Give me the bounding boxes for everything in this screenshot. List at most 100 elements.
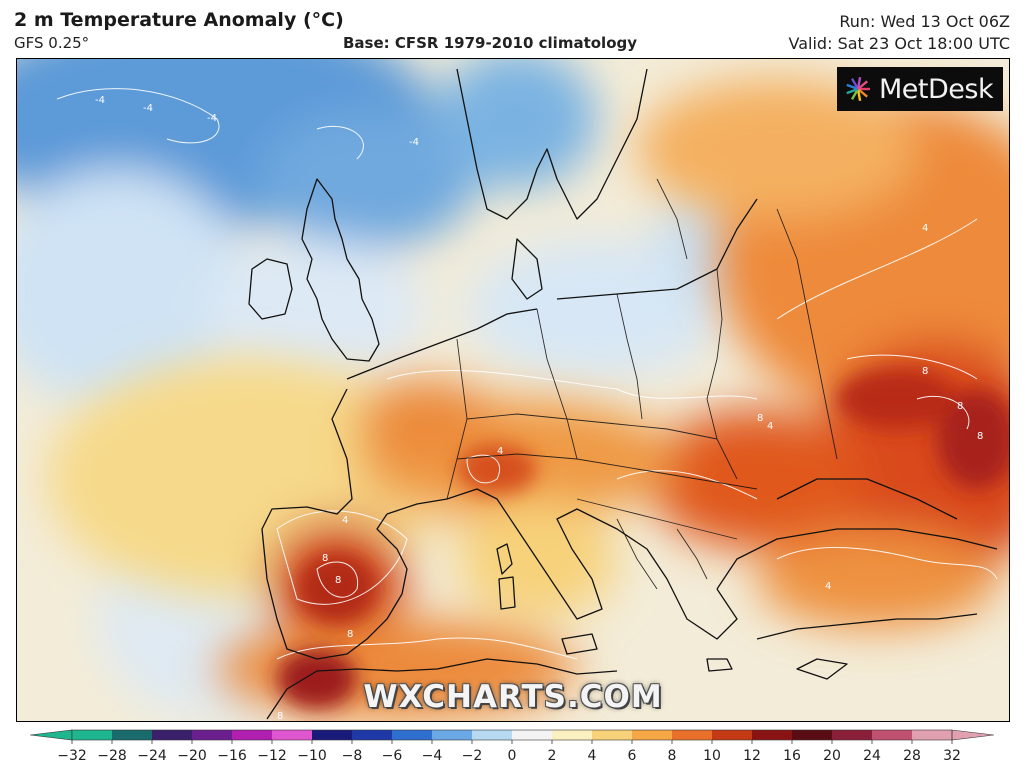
colorbar-segment <box>432 730 473 740</box>
colorbar-tick-label: 20 <box>823 748 841 764</box>
anomaly-contours <box>56 88 998 660</box>
crete-coast <box>706 658 733 672</box>
colorbar-tick-label: 4 <box>588 748 597 764</box>
contour-label-8-g: 8 <box>347 629 353 640</box>
contour-label-4-b: 4 <box>922 223 928 234</box>
colorbar-tick-label: 32 <box>943 748 961 764</box>
colorbar-arrow-right <box>951 729 994 741</box>
contour-label-8-h: 8 <box>277 711 283 721</box>
colorbar-tick-label: 8 <box>668 748 677 764</box>
metdesk-logo-mark <box>846 76 870 102</box>
colorbar-segment <box>552 730 593 740</box>
chart-title: 2 m Temperature Anomaly (°C) <box>14 9 344 31</box>
base-climatology-label: Base: CFSR 1979-2010 climatology <box>343 34 638 52</box>
map-canvas: -4 -4 -4 -4 4 8 8 4 8 8 8 8 4 4 4 8 8 <box>17 59 1009 721</box>
sardinia-coast <box>498 576 516 610</box>
colorbar-tick-label: −28 <box>97 748 127 764</box>
colorbar-tick-label: −10 <box>297 748 327 764</box>
colorbar-segment <box>312 730 353 740</box>
colorbar: −32 −28 −24 −20 −16 −12 −10 −8 −6 −4 −2 0 2 4 6 8 10 12 16… <box>30 729 994 764</box>
colorbar-segment <box>872 730 913 740</box>
colorbar-segment <box>672 730 713 740</box>
north-sea-coast <box>346 308 538 380</box>
metdesk-logo: MetDesk <box>837 67 1003 111</box>
contour-labels: -4 -4 -4 -4 4 8 8 4 8 8 8 8 4 4 4 8 8 <box>95 95 983 721</box>
scandinavia-coast <box>456 68 648 220</box>
sicily-coast <box>561 633 598 655</box>
denmark-coast <box>511 238 543 300</box>
colorbar-segments <box>30 729 994 741</box>
colorbar-tick-label: −4 <box>422 748 443 764</box>
contour-label-8-a: 8 <box>322 553 328 564</box>
contour-label-neg4-a: -4 <box>95 95 105 106</box>
contour-label-8-e: 8 <box>977 431 983 442</box>
colorbar-segment <box>72 730 113 740</box>
hot-core-zone <box>277 369 1009 709</box>
colorbar-segment <box>192 730 233 740</box>
great-britain-coast <box>301 178 380 362</box>
contour-label-neg4-b: -4 <box>143 103 153 114</box>
north-africa-coast <box>266 658 618 720</box>
valid-time-label: Valid: Sat 23 Oct 18:00 UTC <box>788 34 1010 53</box>
colorbar-tick-label: 10 <box>703 748 721 764</box>
colorbar-segment <box>632 730 673 740</box>
colorbar-tick-label: −16 <box>217 748 247 764</box>
contour-label-neg4-d: -4 <box>409 137 419 148</box>
colorbar-segment <box>912 730 953 740</box>
colorbar-tick-label: −2 <box>462 748 483 764</box>
colorbar-segment <box>232 730 273 740</box>
model-label: GFS 0.25° <box>14 34 90 52</box>
anomaly-map: -4 -4 -4 -4 4 8 8 4 8 8 8 8 4 4 4 8 8 <box>16 58 1010 722</box>
colorbar-segment <box>352 730 393 740</box>
italy-balkans-coast <box>386 488 738 640</box>
contour-label-8-c: 8 <box>922 366 928 377</box>
colorbar-segment <box>832 730 873 740</box>
colorbar-arrow-left <box>30 729 73 741</box>
contour-label-8-b: 8 <box>335 575 341 586</box>
colorbar-tick-label: −12 <box>257 748 287 764</box>
colorbar-segment <box>712 730 753 740</box>
metdesk-logo-text: MetDesk <box>879 73 994 105</box>
contour-label-4-a: 4 <box>342 515 348 526</box>
colorbar-tick-label: −32 <box>57 748 87 764</box>
colorbar-tick-label: 28 <box>903 748 921 764</box>
colorbar-segment <box>512 730 553 740</box>
cyprus-coast <box>796 658 848 680</box>
colorbar-ticks: −32 −28 −24 −20 −16 −12 −10 −8 −6 −4 −2 0 2 4 6 8 10 12 16… <box>57 740 961 764</box>
contour-label-4-e: 4 <box>825 581 831 592</box>
corsica-coast <box>496 543 513 575</box>
colorbar-tick-label: −20 <box>177 748 207 764</box>
colorbar-tick-label: 6 <box>628 748 637 764</box>
turkey-south-coast <box>756 613 978 640</box>
colorbar-segment <box>152 730 193 740</box>
ireland-coast <box>248 258 293 320</box>
contour-label-8-f: 8 <box>757 413 763 424</box>
black-sea-south-coast <box>716 528 998 590</box>
black-sea-north-coast <box>776 478 958 520</box>
colorbar-segment <box>272 730 313 740</box>
colorbar-segment <box>752 730 793 740</box>
colorbar-tick-label: 0 <box>508 748 517 764</box>
run-time-label: Run: Wed 13 Oct 06Z <box>839 12 1010 31</box>
contour-label-4-c: 4 <box>767 421 773 432</box>
colorbar-segment <box>792 730 833 740</box>
country-borders <box>446 178 838 590</box>
colorbar-segment <box>112 730 153 740</box>
contour-label-neg4-c: -4 <box>207 113 217 124</box>
colorbar-tick-label: 24 <box>863 748 881 764</box>
coastlines <box>248 68 998 720</box>
wxcharts-watermark: WXCHARTS.COM <box>363 679 663 715</box>
colorbar-segment <box>472 730 513 740</box>
contour-label-4-d: 4 <box>497 446 503 457</box>
colorbar-tick-label: −8 <box>342 748 363 764</box>
contour-label-8-d: 8 <box>957 401 963 412</box>
colorbar-tick-label: −6 <box>382 748 403 764</box>
colorbar-segment <box>392 730 433 740</box>
baltic-coast <box>556 198 758 300</box>
colorbar-tick-label: −24 <box>137 748 167 764</box>
colorbar-tick-label: 16 <box>783 748 801 764</box>
colorbar-segment <box>592 730 633 740</box>
iberia-coast <box>261 388 408 660</box>
colorbar-tick-label: 12 <box>743 748 761 764</box>
colorbar-tick-label: 2 <box>548 748 557 764</box>
